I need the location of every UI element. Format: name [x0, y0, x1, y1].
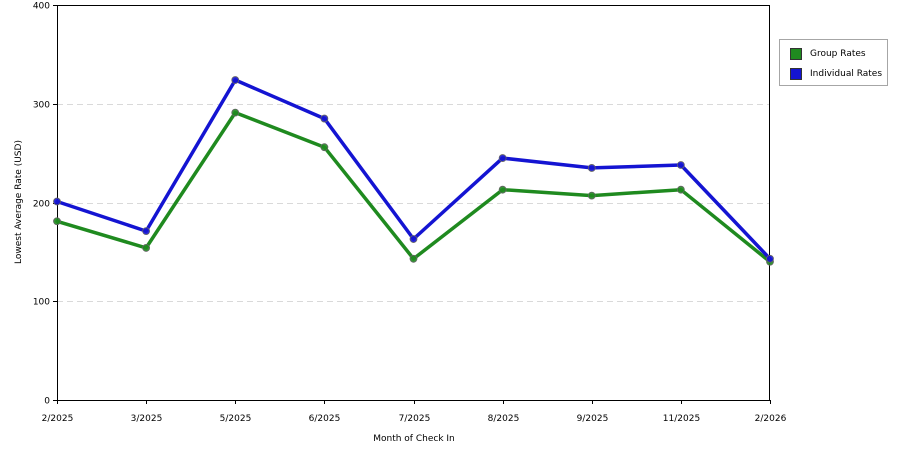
y-tick-label-100: 100 — [33, 298, 50, 308]
data-point-group-rates-1 — [142, 244, 151, 252]
x-tick-label-1: 3/2025 — [131, 414, 163, 424]
legend-item-group-rates: Group Rates — [790, 48, 866, 60]
legend-item-individual-rates: Individual Rates — [790, 68, 882, 80]
x-axis-title: Month of Check In — [373, 434, 455, 444]
y-tick-label-200: 200 — [33, 200, 50, 210]
data-point-group-rates-3 — [320, 143, 329, 152]
y-axis-title: Lowest Average Rate (USD) — [14, 140, 24, 264]
data-point-individual-rates-0 — [53, 197, 61, 206]
data-point-individual-rates-7 — [676, 161, 685, 169]
x-tick-label-5: 8/2025 — [488, 414, 520, 424]
series-line-individual-rates — [55, 78, 772, 261]
y-ticks: 0 100 200 300 400 — [33, 2, 57, 407]
data-point-individual-rates-3 — [320, 114, 329, 123]
legend-swatch-group-rates — [790, 48, 802, 60]
data-point-individual-rates-6 — [587, 164, 596, 172]
legend-label-group-rates: Group Rates — [810, 49, 866, 59]
y-tick-label-0: 0 — [44, 397, 50, 407]
data-point-group-rates-6 — [587, 191, 596, 200]
y-tick-label-400: 400 — [33, 2, 50, 12]
legend-label-individual-rates: Individual Rates — [810, 69, 883, 79]
legend: Group Rates Individual Rates — [779, 39, 888, 86]
x-tick-label-4: 7/2025 — [399, 414, 431, 424]
x-tick-label-2: 5/2025 — [220, 414, 252, 424]
x-tick-label-0: 2/2025 — [42, 414, 74, 424]
x-tick-label-6: 9/2025 — [577, 414, 609, 424]
grid-lines — [57, 104, 770, 302]
y-tick-label-300: 300 — [33, 101, 50, 111]
data-point-group-rates-4 — [409, 254, 418, 263]
data-point-individual-rates-1 — [142, 227, 151, 236]
data-point-group-rates-7 — [676, 185, 685, 194]
data-point-individual-rates-4 — [409, 235, 418, 243]
data-point-individual-rates-8 — [766, 254, 774, 263]
axes — [57, 5, 770, 401]
x-tick-label-7: 11/2025 — [663, 414, 700, 424]
x-ticks: 2/2025 3/2025 5/2025 6/2025 7/2025 8/2025 9/20… — [42, 400, 787, 424]
legend-swatch-individual-rates — [790, 68, 802, 80]
series-layer — [53, 76, 774, 266]
series-individual-rates — [53, 76, 774, 263]
data-point-group-rates-2 — [231, 108, 240, 117]
data-point-group-rates-0 — [53, 217, 61, 226]
data-point-individual-rates-2 — [231, 76, 240, 84]
data-point-group-rates-5 — [498, 185, 507, 194]
x-tick-label-8: 2/2026 — [755, 414, 787, 424]
x-tick-label-3: 6/2025 — [309, 414, 341, 424]
data-point-individual-rates-5 — [498, 154, 507, 162]
